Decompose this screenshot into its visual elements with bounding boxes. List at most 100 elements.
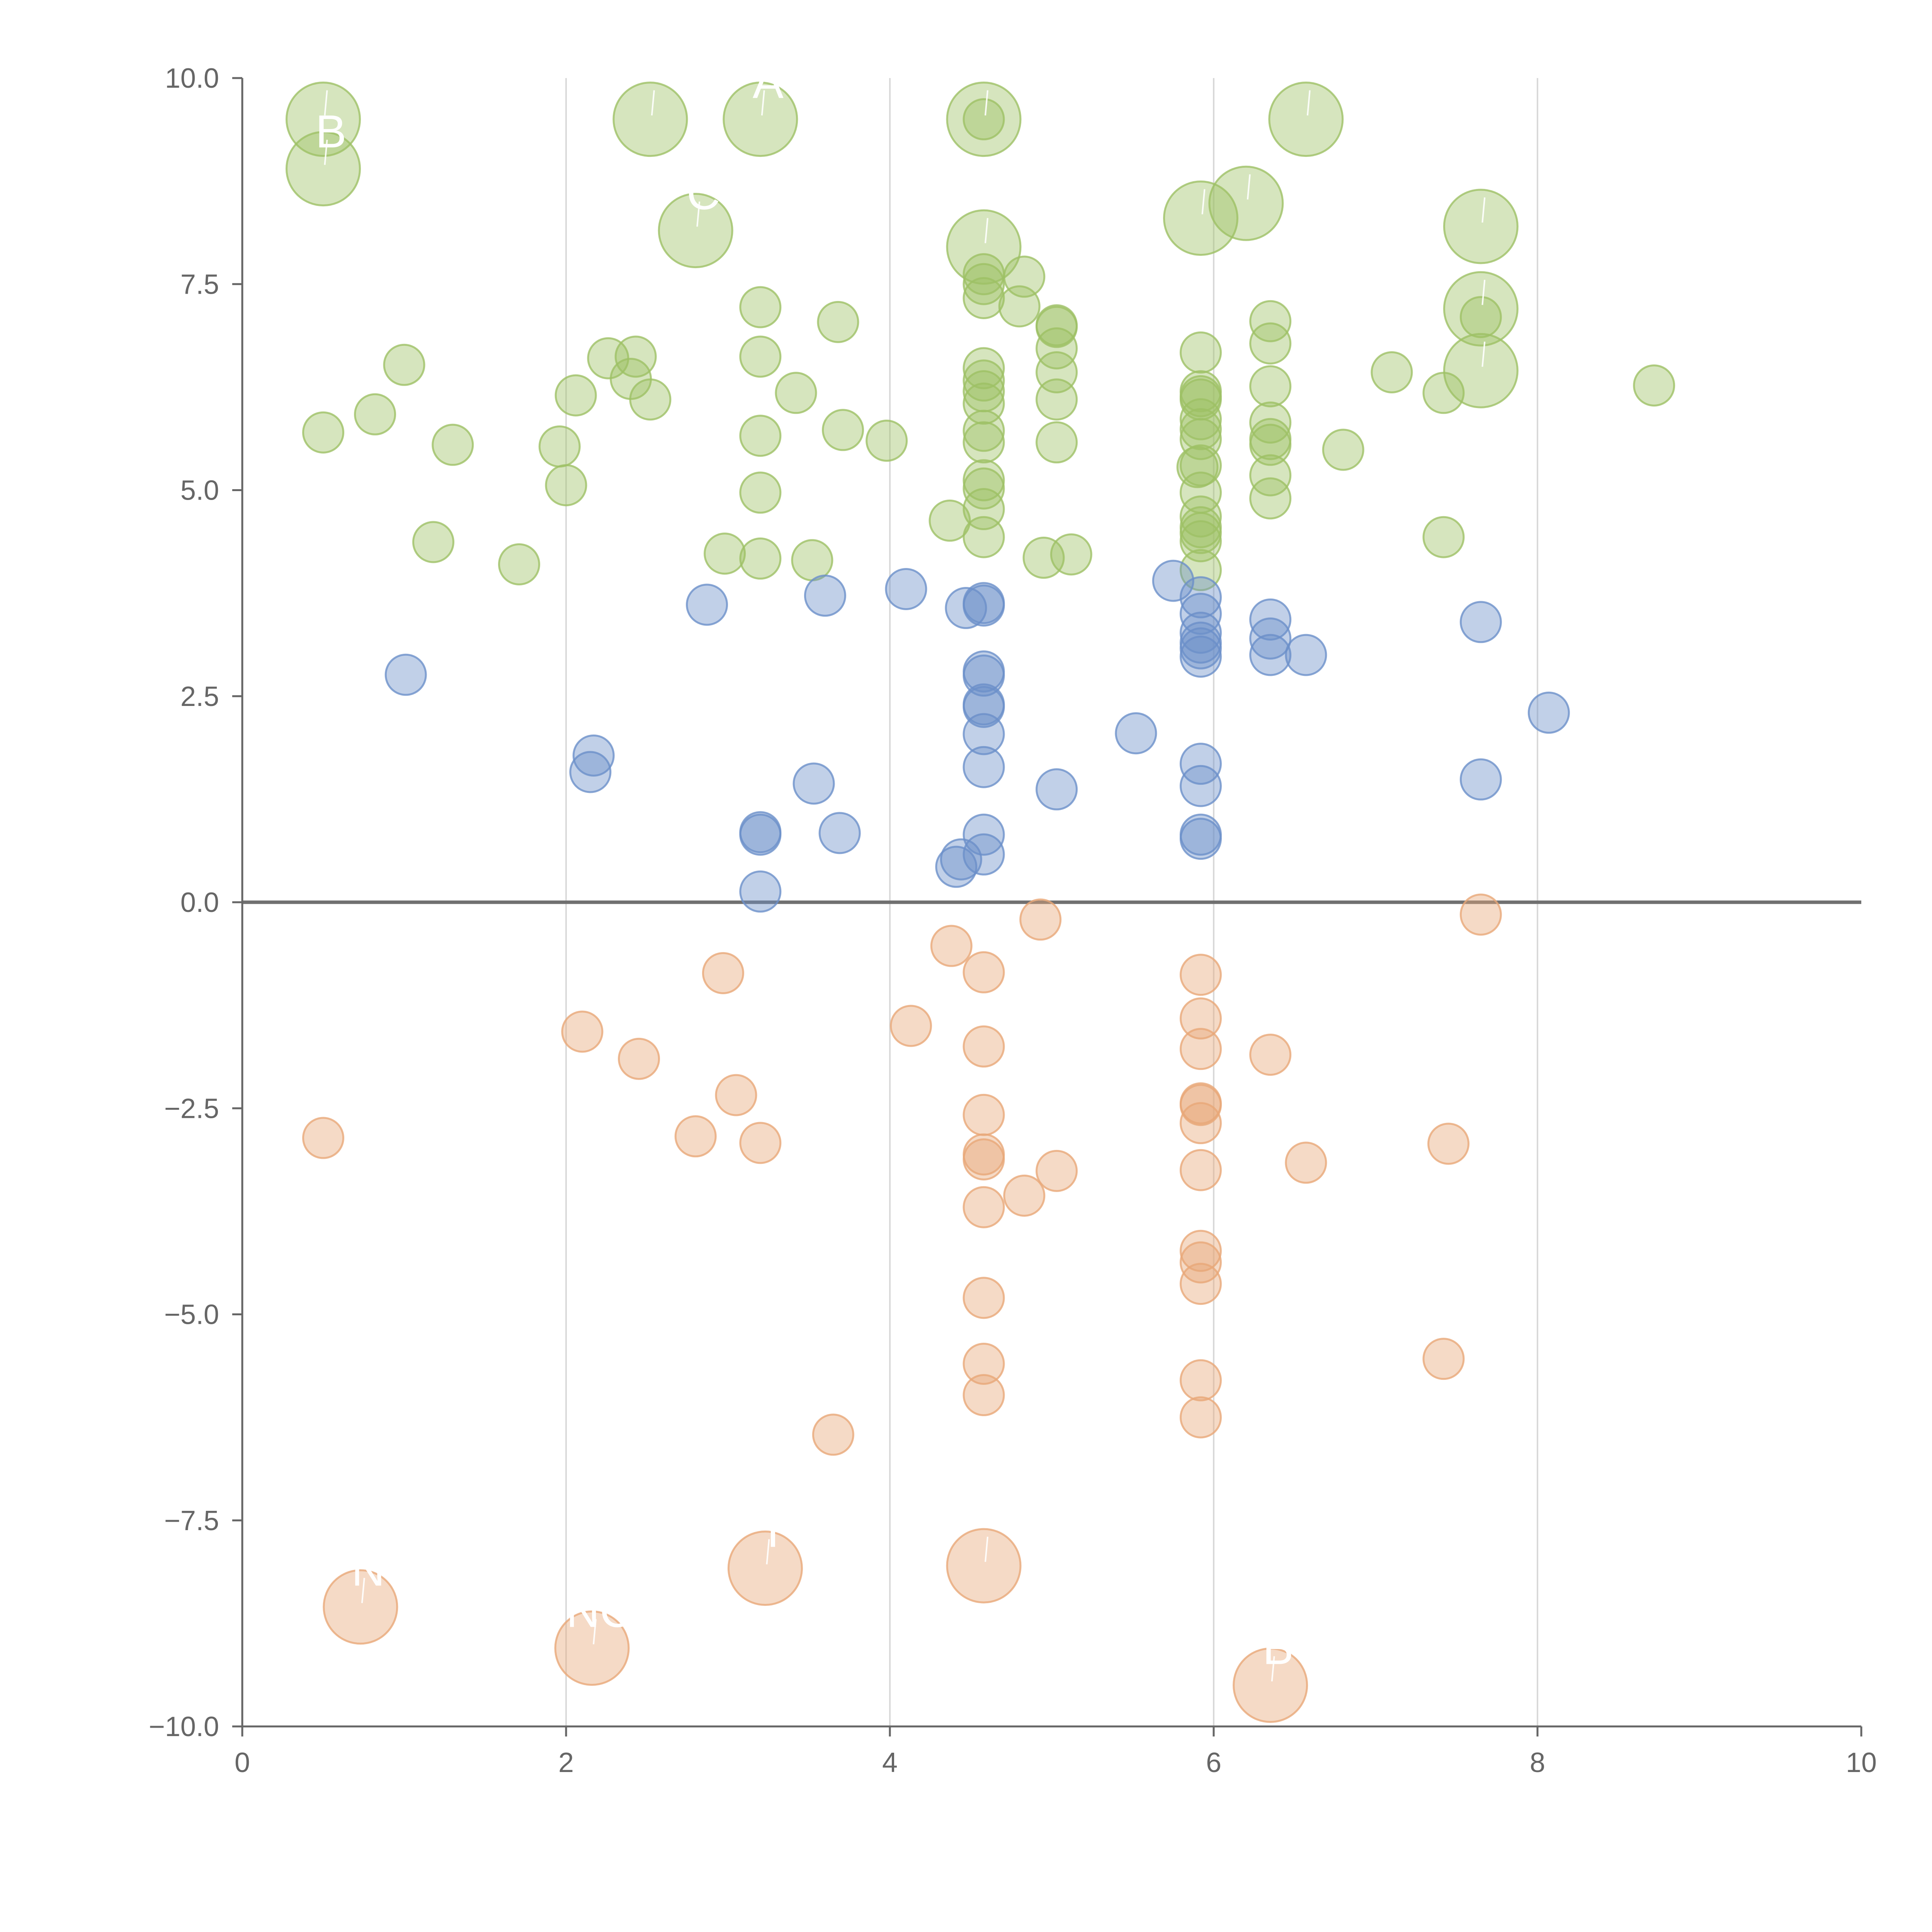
point-leader-line — [761, 90, 765, 116]
data-point — [739, 335, 782, 378]
data-point — [1036, 351, 1078, 393]
data-point — [302, 411, 344, 454]
point-label: B — [1263, 1622, 1294, 1674]
data-point — [704, 532, 746, 575]
large-data-point — [946, 82, 1022, 157]
large-data-point — [727, 1530, 803, 1606]
data-point — [963, 1025, 1005, 1068]
y-tick-label: −2.5 — [164, 1093, 219, 1124]
data-point — [538, 425, 581, 468]
data-point — [1249, 617, 1292, 660]
point-label: N — [352, 1544, 385, 1596]
data-point — [1179, 408, 1222, 451]
data-point — [1633, 364, 1675, 407]
data-point — [561, 1010, 604, 1053]
data-point — [1179, 370, 1222, 413]
data-point — [674, 1115, 717, 1158]
y-tick-label: 0.0 — [180, 887, 219, 918]
data-point — [569, 751, 612, 793]
x-tick-label: 4 — [882, 1747, 898, 1778]
data-point — [686, 583, 728, 626]
data-point — [929, 499, 971, 542]
large-data-point — [612, 82, 688, 157]
data-point — [1179, 506, 1222, 548]
y-tick-label: −10.0 — [149, 1711, 219, 1742]
y-tick-label: −5.0 — [164, 1299, 219, 1330]
data-point — [889, 1005, 932, 1047]
data-point — [1459, 758, 1502, 801]
data-point — [614, 335, 657, 378]
data-point — [1179, 1028, 1222, 1070]
data-point — [1249, 365, 1292, 408]
data-point — [818, 812, 861, 854]
data-point — [963, 1094, 1005, 1136]
data-point — [1249, 1034, 1292, 1076]
data-point — [1179, 592, 1222, 635]
data-point — [1249, 300, 1292, 342]
data-point — [1249, 454, 1292, 497]
data-point — [963, 746, 1005, 788]
data-point — [1179, 1359, 1222, 1401]
data-point — [775, 372, 817, 414]
data-point — [821, 409, 864, 451]
point-leader-line — [1271, 1656, 1275, 1682]
data-point — [963, 951, 1005, 993]
tick-marks: 0 2 4 6 8 10 −10.0 −7.5 −5.0 −2.5 0.0 2.5 5.0 7.5 10.0 — [149, 63, 1877, 1778]
data-point — [1003, 1174, 1046, 1217]
data-point — [1179, 495, 1222, 538]
x-tick-label: 2 — [558, 1747, 574, 1778]
data-point — [739, 537, 782, 580]
data-point — [935, 845, 978, 888]
data-point — [739, 1122, 782, 1164]
large-data-point — [554, 1610, 630, 1686]
data-point — [1459, 893, 1502, 936]
data-point — [302, 1117, 344, 1159]
data-point — [618, 1037, 660, 1080]
data-point — [1459, 601, 1502, 643]
data-point — [1036, 304, 1078, 347]
x-tick-label: 10 — [1846, 1747, 1877, 1778]
data-point — [1152, 560, 1194, 602]
data-point — [1285, 634, 1327, 676]
data-point — [702, 952, 744, 994]
data-point — [629, 378, 672, 421]
point-leader-line — [1306, 90, 1311, 116]
data-point — [1422, 1338, 1465, 1380]
data-point — [793, 762, 835, 805]
data-point — [963, 813, 1005, 856]
x-tick-label: 8 — [1530, 1747, 1545, 1778]
data-point — [739, 870, 782, 913]
point-leader-line — [324, 90, 328, 116]
data-point — [1179, 997, 1222, 1040]
point-label: B — [315, 106, 346, 158]
large-data-point — [658, 193, 733, 269]
data-point — [498, 543, 540, 585]
data-point — [1249, 418, 1292, 460]
data-point — [1179, 1241, 1222, 1284]
data-point — [963, 1342, 1005, 1385]
data-point — [963, 582, 1005, 624]
data-point — [739, 415, 782, 457]
data-point — [383, 344, 425, 386]
data-point — [1115, 712, 1157, 755]
data-point — [963, 277, 1005, 320]
data-point — [1249, 477, 1292, 520]
data-point — [1179, 1230, 1222, 1272]
data-point — [1371, 351, 1413, 393]
data-point — [1179, 954, 1222, 996]
data-point — [1050, 533, 1092, 576]
x-tick-label: 0 — [235, 1747, 250, 1778]
point-leader-line — [324, 139, 328, 165]
data-point — [1179, 576, 1222, 619]
large-data-point — [1233, 1647, 1308, 1723]
data-point — [817, 301, 859, 343]
data-point — [1179, 1149, 1222, 1191]
data-point — [1036, 327, 1078, 370]
data-point — [1019, 898, 1062, 941]
data-point — [1179, 621, 1222, 664]
data-point — [963, 359, 1005, 402]
y-tick-label: 7.5 — [180, 269, 219, 300]
point-label: A — [753, 56, 784, 108]
data-point — [354, 393, 396, 435]
point-leader-line — [985, 90, 989, 116]
